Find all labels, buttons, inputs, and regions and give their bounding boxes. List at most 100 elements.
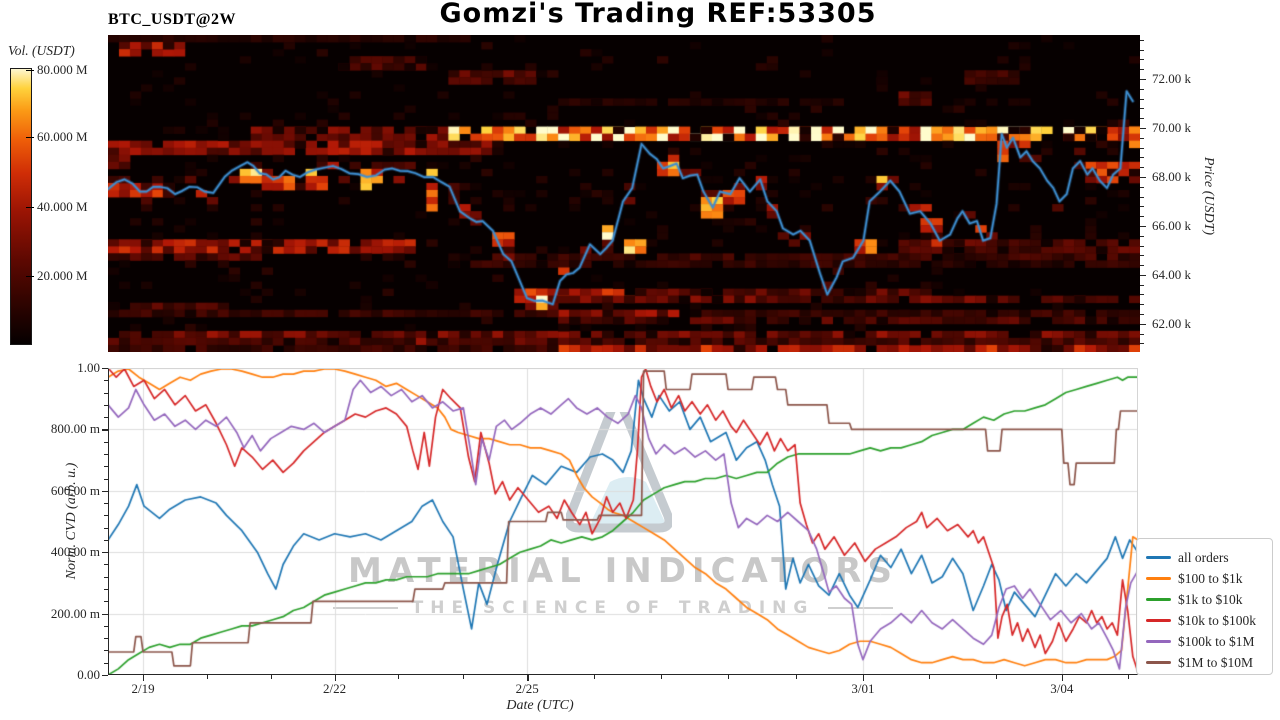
y-tick-mark bbox=[102, 675, 108, 677]
x-tick-label: 3/01 bbox=[851, 681, 875, 696]
price-minor-tick bbox=[1140, 69, 1144, 71]
price-tick-mark bbox=[1140, 128, 1146, 130]
colorbar-tick-label: 80.000 M bbox=[37, 62, 88, 77]
price-minor-tick bbox=[1140, 137, 1144, 139]
price-minor-tick bbox=[1140, 39, 1144, 41]
x-tick-mark bbox=[527, 675, 529, 681]
x-minor-tick bbox=[594, 675, 596, 679]
legend-label: $100 to $1k bbox=[1178, 570, 1243, 586]
y-minor-tick bbox=[104, 564, 108, 566]
legend-line-sample bbox=[1146, 661, 1171, 664]
price-minor-tick bbox=[1140, 118, 1144, 120]
price-tick-mark bbox=[1140, 226, 1146, 228]
y-minor-tick bbox=[104, 453, 108, 455]
y-minor-tick bbox=[104, 515, 108, 517]
y-minor-tick bbox=[104, 417, 108, 419]
y-minor-tick bbox=[104, 662, 108, 664]
y-minor-tick bbox=[104, 625, 108, 627]
price-minor-tick bbox=[1140, 333, 1144, 335]
y-minor-tick bbox=[104, 392, 108, 394]
price-minor-tick bbox=[1140, 167, 1144, 169]
price-minor-tick bbox=[1140, 284, 1144, 286]
price-minor-tick bbox=[1140, 157, 1144, 159]
legend-item: $100k to $1M bbox=[1146, 631, 1272, 652]
y-minor-tick bbox=[104, 638, 108, 640]
price-minor-tick bbox=[1140, 196, 1144, 198]
price-minor-tick bbox=[1140, 98, 1144, 100]
y-tick-mark bbox=[102, 368, 108, 370]
price-tick-label: 66.00 k bbox=[1152, 218, 1191, 233]
legend-line-sample bbox=[1146, 577, 1171, 580]
price-minor-tick bbox=[1140, 245, 1144, 247]
y-minor-tick bbox=[104, 466, 108, 468]
y-minor-tick bbox=[104, 650, 108, 652]
x-minor-tick bbox=[463, 675, 465, 679]
date-axis-label: Date (UTC) bbox=[506, 698, 574, 713]
y-minor-tick bbox=[104, 539, 108, 541]
colorbar-tick-label: 40.000 M bbox=[37, 199, 88, 214]
price-minor-tick bbox=[1140, 216, 1144, 218]
x-minor-tick bbox=[270, 675, 272, 679]
x-tick-label: 2/25 bbox=[515, 681, 539, 696]
x-minor-tick bbox=[995, 675, 997, 679]
legend-line-sample bbox=[1146, 556, 1171, 559]
y-minor-tick bbox=[104, 589, 108, 591]
legend-item: $1M to $10M bbox=[1146, 652, 1272, 673]
colorbar-tick-label: 60.000 M bbox=[37, 129, 88, 144]
legend-item: all orders bbox=[1146, 547, 1272, 568]
x-tick-label: 2/22 bbox=[323, 681, 347, 696]
price-tick-label: 62.00 k bbox=[1152, 316, 1191, 331]
price-axis-label: Price (USDT) bbox=[1201, 156, 1216, 236]
colorbar-tick-label: 20.000 M bbox=[37, 268, 88, 283]
price-tick-label: 68.00 k bbox=[1152, 169, 1191, 184]
legend: all orders $100 to $1k $1k to $10k $10k to … bbox=[1136, 538, 1273, 675]
price-minor-tick bbox=[1140, 206, 1144, 208]
legend-line-sample bbox=[1146, 640, 1171, 643]
y-tick-label: 0.00 bbox=[77, 667, 100, 682]
price-minor-tick bbox=[1140, 265, 1144, 267]
x-tick-mark bbox=[1061, 675, 1064, 681]
y-minor-tick bbox=[104, 441, 108, 443]
x-minor-tick bbox=[728, 675, 730, 679]
legend-item: $1k to $10k bbox=[1146, 589, 1272, 610]
price-tick-mark bbox=[1140, 275, 1146, 277]
colorbar-tick-mark bbox=[26, 276, 34, 278]
colorbar-tick-mark bbox=[26, 207, 34, 209]
y-tick-mark bbox=[102, 613, 108, 615]
y-tick-label: 800.00 m bbox=[50, 421, 100, 437]
colorbar-tick-mark bbox=[26, 70, 34, 72]
price-minor-tick bbox=[1140, 304, 1144, 306]
cvd-chart-canvas bbox=[108, 368, 1138, 675]
colorbar-tick-mark bbox=[26, 137, 34, 139]
x-tick-label: 3/04 bbox=[1050, 681, 1074, 696]
legend-line-sample bbox=[1146, 619, 1171, 622]
x-minor-tick bbox=[661, 675, 663, 679]
legend-line-sample bbox=[1146, 598, 1171, 601]
price-tick-mark bbox=[1140, 324, 1146, 326]
y-tick-mark bbox=[102, 552, 108, 554]
price-tick-label: 64.00 k bbox=[1152, 267, 1191, 282]
y-minor-tick bbox=[104, 576, 108, 578]
legend-item: $100 to $1k bbox=[1146, 568, 1272, 589]
cvd-axis-label: Norm. CVD (arb. u.) bbox=[64, 462, 79, 580]
y-tick-label: 600.00 m bbox=[50, 482, 100, 498]
x-tick-mark bbox=[862, 675, 865, 681]
colorbar-label: Vol. (USDT) bbox=[8, 43, 75, 58]
legend-item: $10k to $100k bbox=[1146, 610, 1272, 631]
x-tick-mark bbox=[143, 675, 145, 681]
y-tick-label: 400.00 m bbox=[50, 544, 100, 560]
legend-label: $100k to $1M bbox=[1178, 633, 1255, 649]
price-tick-mark bbox=[1140, 177, 1146, 179]
x-minor-tick bbox=[206, 675, 208, 679]
price-minor-tick bbox=[1140, 147, 1144, 149]
symbol-label: BTC_USDT@2W bbox=[108, 11, 236, 28]
page-title: Gomzi's Trading REF:53305 bbox=[439, 0, 877, 29]
price-minor-tick bbox=[1140, 108, 1144, 110]
price-minor-tick bbox=[1140, 49, 1144, 51]
price-tick-label: 70.00 k bbox=[1152, 120, 1191, 135]
legend-label: $1k to $10k bbox=[1178, 591, 1243, 607]
y-tick-mark bbox=[102, 429, 108, 431]
price-minor-tick bbox=[1140, 88, 1144, 90]
y-minor-tick bbox=[104, 503, 108, 505]
